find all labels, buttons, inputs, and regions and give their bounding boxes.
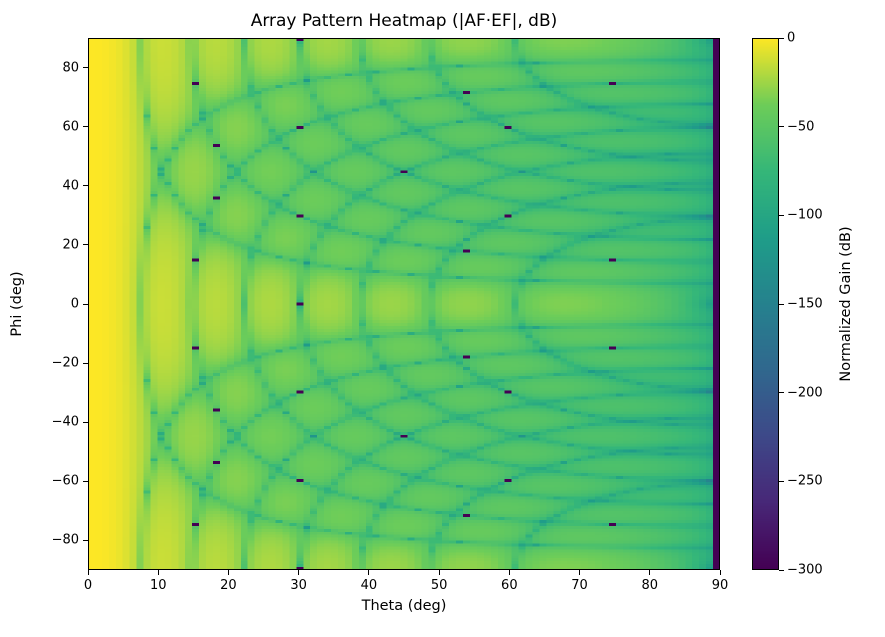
y-tick-label: 40 [62, 178, 79, 194]
colorbar-tick-mark [779, 37, 784, 39]
y-tick-mark [83, 421, 88, 423]
colorbar-tick-label: −200 [787, 385, 823, 401]
y-tick-label: 80 [62, 60, 79, 76]
x-tick-mark [508, 570, 510, 575]
x-tick-label: 50 [430, 578, 448, 593]
colorbar-tick-label: −150 [787, 296, 823, 312]
x-tick-label: 90 [711, 578, 729, 593]
heatmap-plot-area [88, 38, 720, 570]
colorbar-tick-label: 0 [787, 30, 796, 46]
y-tick-label: −80 [51, 532, 79, 548]
colorbar-tick-mark [779, 303, 784, 305]
y-tick-mark [83, 185, 88, 187]
y-tick-mark [83, 244, 88, 246]
colorbar-tick-mark [779, 214, 784, 216]
colorbar-tick-label: −250 [787, 473, 823, 489]
colorbar-tick-mark [779, 569, 784, 571]
y-tick-label: 20 [62, 237, 79, 253]
chart-title: Array Pattern Heatmap (|AF·EF|, dB) [250, 11, 558, 31]
x-tick-label: 30 [290, 578, 307, 593]
colorbar-tick-label: −100 [787, 207, 823, 223]
x-axis-label: Theta (deg) [361, 598, 447, 614]
x-tick-label: 0 [83, 578, 93, 593]
x-tick-mark [368, 570, 370, 575]
colorbar-gradient [752, 38, 779, 570]
x-tick-mark [579, 570, 581, 575]
colorbar-tick-label: −50 [787, 119, 815, 135]
colorbar-tick-mark [779, 126, 784, 128]
y-tick-label: −20 [51, 355, 79, 371]
x-tick-label: 20 [220, 578, 237, 593]
x-tick-mark [438, 570, 440, 575]
x-tick-label: 70 [571, 578, 588, 593]
y-tick-mark [83, 67, 88, 69]
x-tick-mark [719, 570, 721, 575]
x-tick-label: 80 [641, 578, 659, 593]
x-tick-label: 60 [501, 578, 518, 593]
x-tick-mark [157, 570, 159, 575]
y-tick-mark [83, 480, 88, 482]
y-tick-mark [83, 126, 88, 128]
y-tick-label: −40 [51, 414, 79, 430]
x-tick-mark [298, 570, 300, 575]
y-tick-label: 0 [70, 296, 79, 312]
colorbar-label: Normalized Gain (dB) [838, 226, 854, 382]
y-tick-mark [83, 539, 88, 541]
y-tick-mark [83, 303, 88, 305]
colorbar-tick-mark [779, 480, 784, 482]
y-tick-mark [83, 362, 88, 364]
x-tick-mark [87, 570, 89, 575]
colorbar-tick-mark [779, 392, 784, 394]
x-tick-mark [649, 570, 651, 575]
x-tick-label: 10 [149, 578, 167, 593]
colorbar-tick-label: −300 [787, 562, 823, 578]
x-tick-mark [227, 570, 229, 575]
y-tick-label: −60 [51, 473, 79, 489]
y-tick-label: 60 [62, 119, 79, 135]
x-tick-label: 40 [360, 578, 378, 593]
